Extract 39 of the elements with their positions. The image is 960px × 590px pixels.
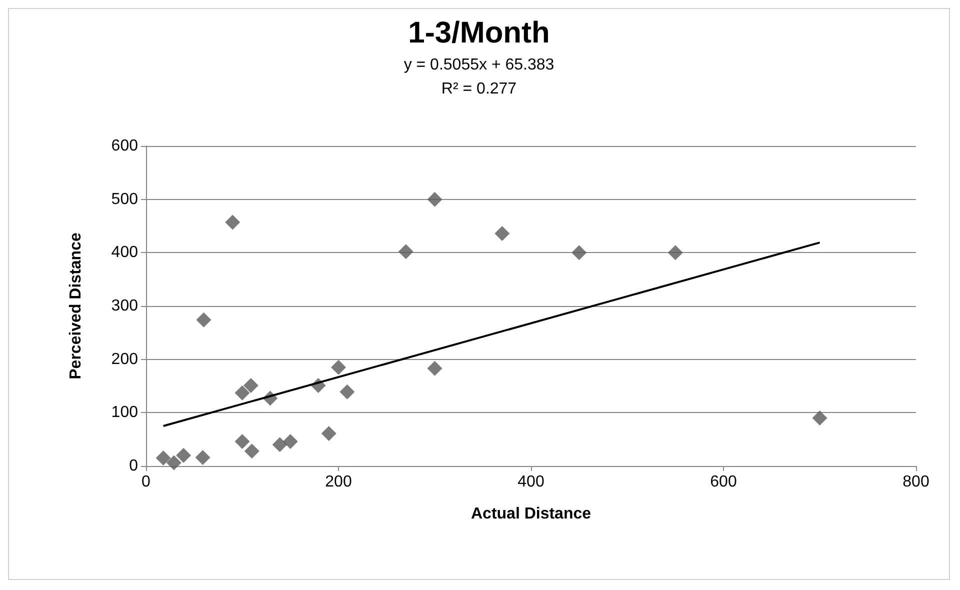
point: [282, 434, 298, 449]
point: [156, 450, 171, 466]
point: [225, 214, 240, 230]
y-axis-title: Perceived Distance: [68, 232, 84, 380]
point: [176, 448, 192, 463]
y-tick-label: 400: [111, 244, 138, 262]
text: y = 0.5055x + 65.383: [404, 56, 554, 74]
point: [234, 385, 250, 400]
point: [668, 245, 683, 260]
chart-title: 1-3/Month: [408, 16, 550, 50]
y-tick-label: 300: [111, 298, 138, 314]
y-tick-label: 600: [111, 138, 138, 154]
y-tick-label: 200: [111, 350, 138, 368]
point: [243, 378, 258, 393]
point: [812, 410, 828, 426]
point: [331, 360, 346, 375]
point: [427, 192, 442, 207]
point: [272, 437, 288, 452]
point: [244, 444, 260, 459]
point: [398, 244, 414, 260]
point: [340, 384, 355, 400]
y-tick-label: 100: [111, 404, 138, 422]
y-tick-label: 0: [129, 458, 138, 474]
x-tick-label: 200: [325, 474, 352, 490]
y-tick-label: 500: [111, 190, 138, 208]
point: [196, 312, 212, 328]
x-axis-title: Actual Distance: [470, 506, 592, 522]
x-tick-label: 600: [710, 474, 737, 490]
point: [234, 434, 250, 449]
point: [572, 245, 587, 260]
point: [427, 360, 442, 376]
point: [494, 226, 510, 241]
x-tick-label: 400: [518, 474, 544, 490]
point: [195, 450, 210, 465]
point: [321, 426, 336, 441]
point: [166, 455, 182, 470]
x-tick-label: 0: [142, 474, 151, 490]
text: R² = 0.277: [441, 80, 517, 98]
x-tick-label: 800: [902, 474, 930, 490]
